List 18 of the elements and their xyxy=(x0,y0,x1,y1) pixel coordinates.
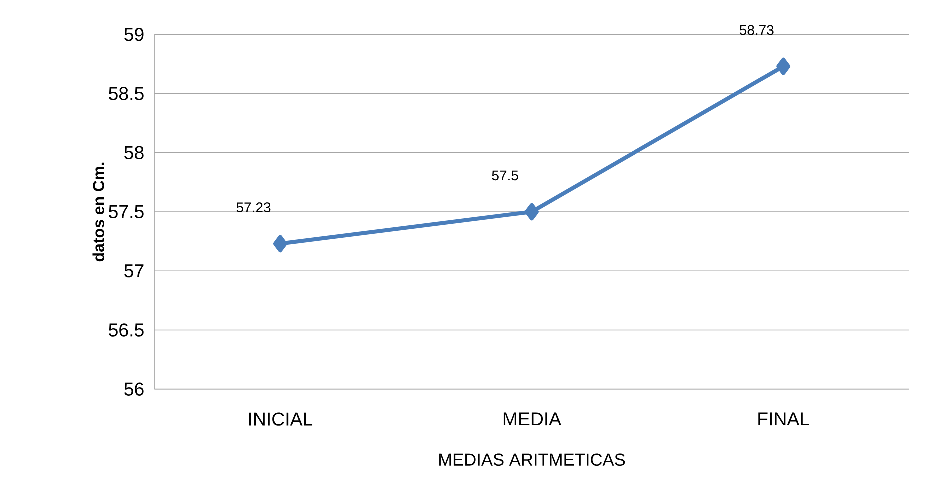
point xyxy=(273,235,288,253)
y-tick-label: 57.5 xyxy=(109,205,144,219)
y-tick-label: 56.5 xyxy=(109,324,144,337)
y-axis-title: datos en Cm. xyxy=(92,162,104,262)
y-tick-label: 58 xyxy=(124,146,144,160)
data-label: 58.73 xyxy=(740,25,774,36)
y-tick-label: 56 xyxy=(124,382,144,396)
y-tick-label: 59 xyxy=(124,28,144,42)
x-tick-label: MEDIA xyxy=(504,412,562,426)
data-label: 57.23 xyxy=(236,202,271,213)
x-tick-label: FINAL xyxy=(758,412,810,426)
point xyxy=(776,58,791,76)
y-tick-label: 58.5 xyxy=(109,87,144,100)
x-axis-title: MEDIAS ARITMETICAS xyxy=(440,454,626,466)
y-tick-label: 57 xyxy=(124,264,144,278)
point xyxy=(525,203,540,221)
x-tick-label: INICIAL xyxy=(249,412,313,426)
data-label: 57.5 xyxy=(492,170,518,181)
